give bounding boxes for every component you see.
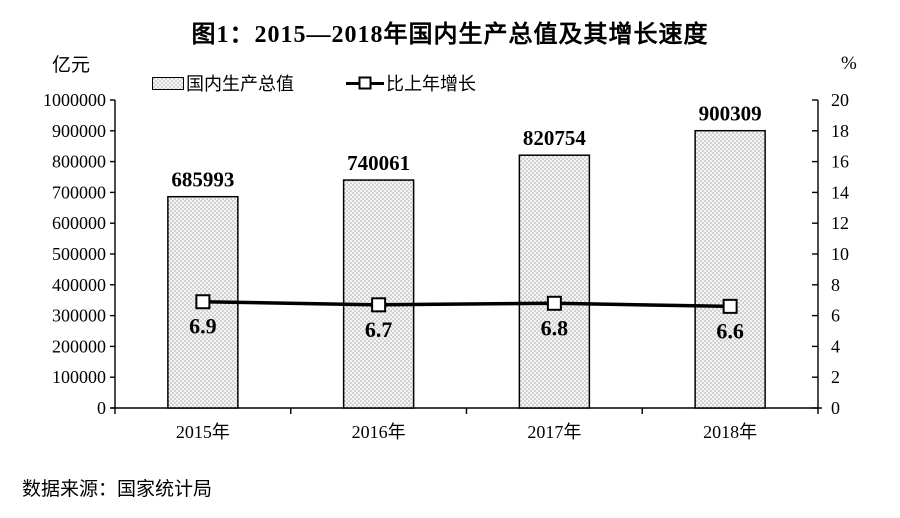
x-axis-category-label: 2018年 (703, 422, 757, 442)
gdp-bar (342, 179, 415, 409)
gdp-bar (518, 154, 591, 409)
legend-label-gdp: 国内生产总值 (186, 74, 294, 94)
line-swatch-icon (346, 76, 384, 91)
left-axis-tick-label: 600000 (52, 213, 106, 233)
legend-item-growth: 比上年增长 (346, 70, 476, 96)
growth-line-marker (195, 294, 211, 310)
left-axis-tick-label: 300000 (52, 306, 106, 326)
growth-value-label: 6.7 (365, 317, 393, 342)
bar-swatch-icon (152, 76, 184, 90)
legend-label-growth: 比上年增长 (386, 74, 476, 94)
x-axis-category-label: 2016年 (352, 422, 406, 442)
left-axis-tick-label: 1000000 (43, 90, 106, 110)
growth-line-marker (546, 295, 562, 311)
left-axis-tick-label: 800000 (52, 152, 106, 172)
right-axis-tick-label: 14 (831, 182, 849, 202)
left-axis-tick-label: 0 (97, 398, 106, 418)
right-axis-unit-label: % (841, 53, 857, 74)
data-source-note: 数据来源：国家统计局 (22, 478, 213, 500)
left-axis-tick-label: 500000 (52, 244, 106, 264)
left-axis-tick-label: 100000 (52, 367, 106, 387)
growth-line-marker (371, 297, 387, 313)
right-axis-tick-label: 0 (831, 398, 840, 418)
right-axis-tick-label: 8 (831, 275, 840, 295)
chart-plot-area: 0 100000 200000 300000 400000 500000 600000 700… (43, 90, 849, 442)
x-axis-category-label: 2015年 (176, 422, 230, 442)
left-axis-tick-label: 700000 (52, 182, 106, 202)
chart-title: 图1：2015—2018年国内生产总值及其增长速度 (191, 22, 709, 48)
x-axis-category-label: 2017年 (527, 422, 581, 442)
left-axis-unit-label: 亿元 (52, 55, 91, 76)
right-axis-tick-label: 18 (831, 121, 849, 141)
legend-item-gdp: 国内生产总值 (152, 70, 294, 96)
gdp-bar (694, 129, 766, 409)
right-axis-tick-label: 12 (831, 213, 849, 233)
bar-value-label: 900309 (699, 102, 762, 126)
right-axis-tick-label: 6 (831, 306, 840, 326)
left-axis-tick-label: 200000 (52, 336, 106, 356)
left-axis-tick-label: 900000 (52, 121, 106, 141)
growth-value-label: 6.6 (716, 318, 744, 343)
right-axis-tick-label: 20 (831, 90, 849, 110)
growth-line-marker (722, 298, 738, 314)
right-axis-tick-label: 16 (831, 152, 849, 172)
right-axis-tick-label: 4 (831, 336, 840, 356)
right-axis-tick-label: 2 (831, 367, 840, 387)
right-axis-tick-label: 10 (831, 244, 849, 264)
growth-value-label: 6.8 (541, 315, 569, 340)
bar-value-label: 740061 (347, 151, 410, 175)
left-axis-tick-label: 400000 (52, 275, 106, 295)
bar-value-label: 820754 (523, 126, 587, 150)
bar-value-label: 685993 (171, 168, 234, 192)
growth-line (202, 299, 731, 309)
growth-value-label: 6.9 (189, 314, 217, 339)
legend: 国内生产总值 比上年增长 (152, 70, 476, 96)
